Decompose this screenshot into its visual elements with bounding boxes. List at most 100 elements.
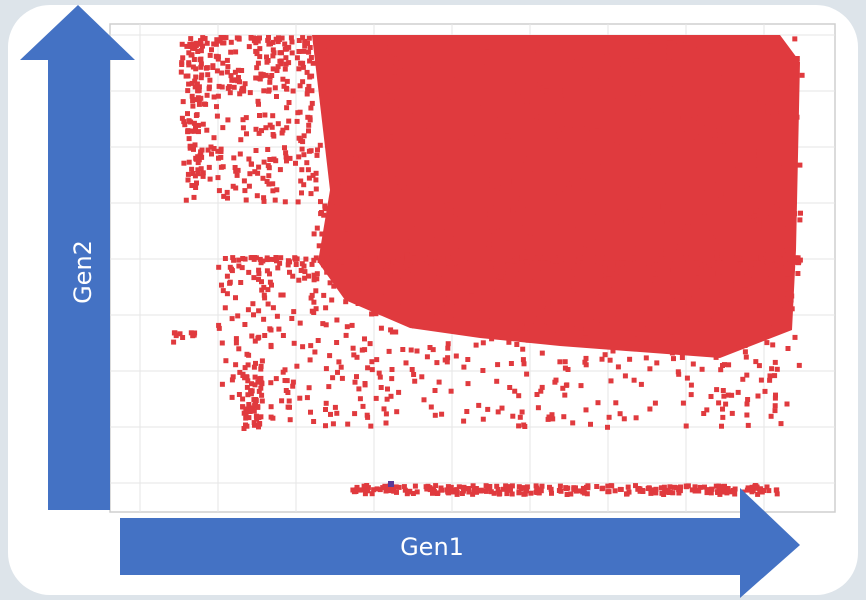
point bbox=[797, 217, 803, 223]
point bbox=[696, 270, 702, 276]
point bbox=[570, 144, 576, 150]
point bbox=[671, 171, 677, 177]
point bbox=[631, 377, 637, 383]
point bbox=[195, 160, 201, 166]
point bbox=[720, 138, 726, 144]
point bbox=[634, 53, 640, 59]
point bbox=[258, 363, 264, 369]
point bbox=[517, 414, 523, 420]
point bbox=[280, 333, 286, 338]
point bbox=[255, 404, 261, 410]
point bbox=[189, 183, 195, 188]
point bbox=[519, 255, 525, 261]
point bbox=[576, 54, 582, 59]
point bbox=[257, 421, 263, 427]
point bbox=[173, 333, 179, 339]
point bbox=[751, 138, 756, 144]
point bbox=[213, 41, 219, 47]
point bbox=[756, 219, 762, 224]
point bbox=[699, 366, 705, 372]
point bbox=[623, 266, 629, 272]
point bbox=[267, 79, 273, 85]
point bbox=[315, 147, 320, 153]
point bbox=[328, 247, 334, 253]
point bbox=[506, 256, 512, 262]
point bbox=[259, 287, 265, 293]
point bbox=[310, 60, 316, 66]
point bbox=[704, 230, 710, 236]
point bbox=[780, 320, 786, 326]
point bbox=[494, 289, 500, 295]
point bbox=[663, 65, 669, 71]
point bbox=[531, 118, 537, 124]
point bbox=[653, 490, 659, 496]
point bbox=[694, 202, 700, 208]
point bbox=[720, 406, 725, 412]
point bbox=[696, 342, 702, 348]
point bbox=[214, 113, 220, 119]
point bbox=[301, 152, 307, 158]
point bbox=[725, 488, 731, 494]
point bbox=[215, 93, 221, 99]
point bbox=[698, 267, 704, 272]
point bbox=[426, 304, 432, 310]
point bbox=[355, 301, 361, 306]
point bbox=[654, 360, 660, 366]
point bbox=[614, 139, 620, 145]
point bbox=[437, 149, 443, 155]
point bbox=[748, 266, 754, 272]
point bbox=[178, 69, 184, 75]
point bbox=[400, 347, 406, 352]
point bbox=[408, 347, 414, 353]
point bbox=[657, 259, 663, 265]
point bbox=[471, 239, 477, 245]
point bbox=[361, 82, 367, 87]
point bbox=[737, 54, 743, 60]
point bbox=[615, 122, 621, 128]
point bbox=[433, 259, 439, 265]
point bbox=[666, 48, 672, 54]
point bbox=[294, 363, 300, 369]
point bbox=[689, 208, 694, 214]
point bbox=[567, 109, 573, 114]
point bbox=[556, 488, 562, 493]
point bbox=[377, 487, 383, 493]
point bbox=[585, 483, 591, 489]
point bbox=[385, 93, 390, 99]
point bbox=[718, 267, 724, 273]
point bbox=[488, 325, 494, 331]
point bbox=[414, 348, 420, 354]
point bbox=[198, 56, 204, 62]
point bbox=[586, 247, 592, 253]
point bbox=[524, 484, 530, 490]
point bbox=[354, 117, 360, 123]
point bbox=[685, 299, 691, 305]
point bbox=[200, 170, 206, 176]
point bbox=[519, 409, 525, 415]
point bbox=[799, 72, 805, 78]
point bbox=[767, 320, 773, 326]
point bbox=[658, 248, 664, 254]
point bbox=[607, 318, 613, 324]
point bbox=[595, 209, 601, 215]
point bbox=[501, 486, 506, 492]
point bbox=[646, 306, 652, 311]
point bbox=[399, 257, 405, 263]
point bbox=[607, 266, 613, 272]
point bbox=[769, 99, 775, 105]
point bbox=[353, 111, 359, 117]
point bbox=[562, 86, 568, 92]
point bbox=[405, 287, 411, 293]
point bbox=[431, 55, 437, 61]
point bbox=[285, 390, 291, 395]
point bbox=[478, 488, 484, 494]
point bbox=[698, 244, 704, 250]
point bbox=[751, 61, 756, 67]
point bbox=[361, 483, 367, 489]
point bbox=[236, 35, 242, 41]
point bbox=[341, 264, 347, 270]
point bbox=[196, 122, 201, 128]
point bbox=[751, 152, 757, 158]
point bbox=[784, 401, 790, 407]
point bbox=[440, 93, 446, 99]
